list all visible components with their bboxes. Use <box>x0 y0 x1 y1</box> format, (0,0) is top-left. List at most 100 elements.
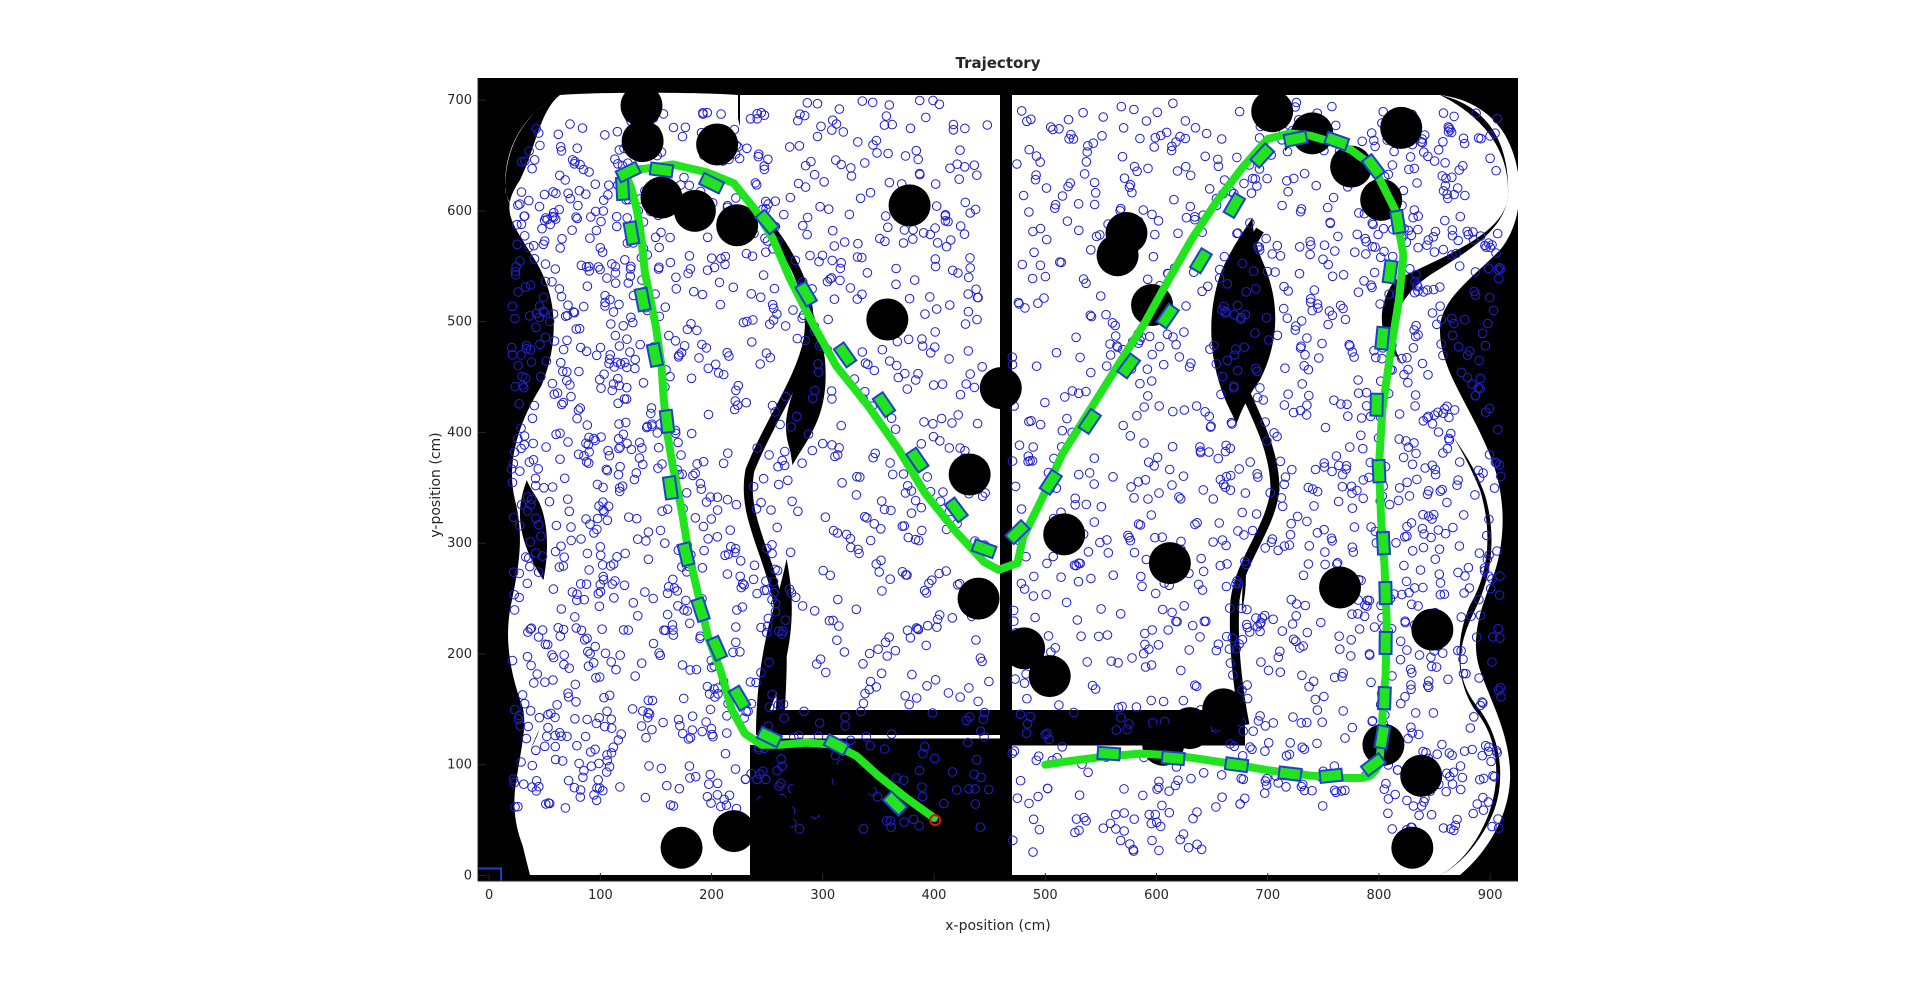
particle <box>1154 845 1164 856</box>
particle <box>1399 369 1409 380</box>
pose-box <box>676 540 696 568</box>
particle <box>1073 199 1084 209</box>
particle <box>1346 651 1356 661</box>
particle <box>1304 390 1314 401</box>
particle <box>1154 776 1164 787</box>
particle <box>818 565 829 576</box>
particle <box>1410 708 1421 718</box>
particle <box>1440 158 1450 168</box>
particle <box>514 399 525 409</box>
particle <box>1161 127 1172 138</box>
particle <box>965 263 976 273</box>
particle <box>508 774 519 784</box>
particle <box>1250 174 1261 184</box>
particle <box>1336 786 1347 796</box>
particle <box>615 782 625 792</box>
particle <box>683 734 694 744</box>
particle <box>902 481 913 491</box>
particle <box>1158 359 1169 370</box>
particle <box>1171 339 1181 350</box>
particle <box>531 513 541 524</box>
particle <box>590 179 601 189</box>
particle <box>969 382 980 393</box>
particle <box>684 251 695 261</box>
particle <box>770 564 780 575</box>
particle <box>516 499 527 510</box>
particle <box>1105 350 1116 360</box>
particle <box>576 260 587 271</box>
particle <box>1113 658 1123 668</box>
particle <box>1484 449 1495 460</box>
particle <box>684 618 695 629</box>
particle <box>1022 719 1033 729</box>
particle <box>1132 410 1142 421</box>
particle <box>674 783 685 794</box>
particle <box>1423 682 1434 693</box>
particle <box>555 454 565 465</box>
particle <box>1235 799 1245 809</box>
particle <box>1275 667 1286 678</box>
particle <box>1024 144 1034 155</box>
particle <box>1190 123 1201 133</box>
particle <box>644 761 654 771</box>
particle <box>1155 821 1166 832</box>
particle <box>1175 834 1185 845</box>
particle <box>1090 684 1101 694</box>
particle <box>762 543 772 554</box>
particle <box>1267 534 1278 544</box>
particle <box>1128 844 1138 855</box>
particle <box>930 223 940 233</box>
particle <box>790 592 801 603</box>
obstacle <box>640 176 683 219</box>
particle <box>1135 378 1145 389</box>
particle <box>1124 719 1134 729</box>
particle <box>971 635 981 645</box>
particle <box>1492 228 1503 239</box>
free-space-center-right <box>1012 95 1285 710</box>
particle <box>948 119 959 130</box>
particle <box>524 242 534 253</box>
particle <box>547 482 558 492</box>
particle <box>959 229 970 239</box>
particle <box>1098 112 1108 122</box>
particle <box>1300 350 1310 360</box>
particle <box>1221 440 1231 451</box>
particle <box>635 339 646 350</box>
particle <box>885 816 896 826</box>
particle <box>673 714 684 725</box>
particle <box>669 583 680 593</box>
particle <box>653 463 663 474</box>
particle <box>540 677 550 688</box>
particle <box>1070 493 1080 504</box>
particle <box>604 761 615 772</box>
particle <box>1204 184 1215 194</box>
particle <box>1083 141 1093 151</box>
particle <box>584 261 594 272</box>
particle <box>932 622 942 633</box>
particle <box>1072 615 1083 625</box>
particle <box>516 423 526 434</box>
particle <box>575 579 586 589</box>
particle <box>1335 644 1345 655</box>
particle <box>653 442 664 453</box>
particle <box>756 667 766 678</box>
particle <box>1056 572 1066 583</box>
particle <box>530 473 541 484</box>
particle <box>1205 344 1215 355</box>
particle <box>1007 359 1018 370</box>
particle <box>1060 392 1070 402</box>
particle <box>590 744 600 755</box>
particle <box>1028 226 1038 237</box>
particle <box>886 822 896 833</box>
particle <box>1157 532 1167 543</box>
particle <box>766 505 776 515</box>
particle <box>525 280 536 290</box>
particle <box>1253 716 1264 726</box>
particle <box>529 678 539 688</box>
particle <box>580 731 591 742</box>
particle <box>963 289 974 299</box>
particle <box>745 114 756 124</box>
particle <box>509 589 520 600</box>
particle <box>1397 353 1407 364</box>
particle <box>1033 751 1044 762</box>
